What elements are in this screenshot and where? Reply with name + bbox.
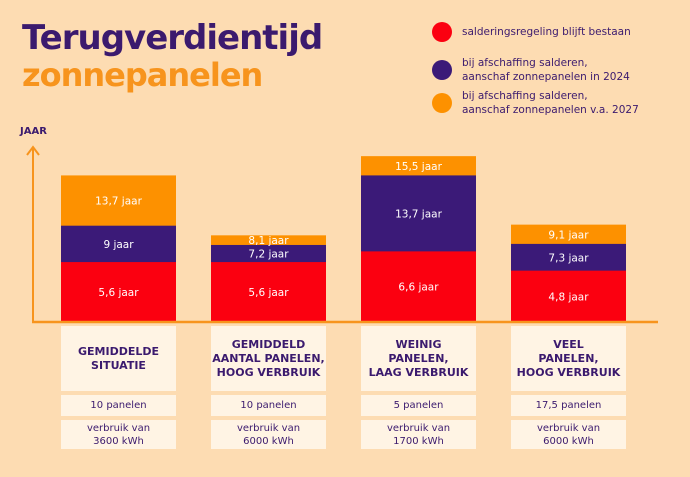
data-label: 8,1 jaar bbox=[248, 235, 289, 247]
bar-red bbox=[211, 262, 326, 322]
bar-red bbox=[361, 251, 476, 322]
usage-label: verbruik van 6000 kWh bbox=[511, 420, 626, 449]
category-label: GEMIDDELDE SITUATIE bbox=[61, 326, 176, 391]
data-label: 9 jaar bbox=[103, 239, 134, 251]
title-line-1: Terugverdientijd bbox=[22, 18, 323, 58]
data-label: 4,8 jaar bbox=[548, 291, 589, 303]
panels-count: 10 panelen bbox=[211, 395, 326, 416]
category-label: GEMIDDELD AANTAL PANELEN, HOOG VERBRUIK bbox=[211, 326, 326, 391]
data-label: 9,1 jaar bbox=[548, 229, 589, 241]
purple-dot-icon bbox=[432, 60, 452, 80]
bar-red bbox=[61, 262, 176, 322]
category-label: WEINIG PANELEN, LAAG VERBRUIK bbox=[361, 326, 476, 391]
legend-label: bij afschaffing salderen, aanschaf zonne… bbox=[462, 57, 630, 83]
legend-label: salderingsregeling blijft bestaan bbox=[462, 26, 631, 38]
arrow-up-icon bbox=[26, 145, 40, 156]
data-label: 13,7 jaar bbox=[395, 208, 443, 220]
usage-label: verbruik van 1700 kWh bbox=[361, 420, 476, 449]
title-line-2: zonnepanelen bbox=[22, 56, 263, 94]
orange-dot-icon bbox=[432, 93, 452, 113]
panels-count: 5 panelen bbox=[361, 395, 476, 416]
panels-count: 17,5 panelen bbox=[511, 395, 626, 416]
data-label: 6,6 jaar bbox=[398, 282, 439, 294]
legend-label: bij afschaffing salderen, aanschaf zonne… bbox=[462, 90, 639, 116]
category-label: VEEL PANELEN, HOOG VERBRUIK bbox=[511, 326, 626, 391]
legend-item-orange: bij afschaffing salderen, aanschaf zonne… bbox=[432, 89, 639, 117]
y-axis-label: JAAR bbox=[20, 126, 47, 137]
bar-red bbox=[511, 270, 626, 322]
data-label: 5,6 jaar bbox=[98, 287, 139, 299]
legend-item-purple: bij afschaffing salderen, aanschaf zonne… bbox=[432, 56, 630, 84]
data-label: 7,3 jaar bbox=[548, 252, 589, 264]
red-dot-icon bbox=[432, 22, 452, 42]
legend-item-red: salderingsregeling blijft bestaan bbox=[432, 22, 631, 42]
data-label: 7,2 jaar bbox=[248, 249, 289, 261]
usage-label: verbruik van 3600 kWh bbox=[61, 420, 176, 449]
data-label: 15,5 jaar bbox=[395, 161, 443, 173]
data-label: 13,7 jaar bbox=[95, 196, 143, 208]
usage-label: verbruik van 6000 kWh bbox=[211, 420, 326, 449]
panels-count: 10 panelen bbox=[61, 395, 176, 416]
data-label: 5,6 jaar bbox=[248, 287, 289, 299]
